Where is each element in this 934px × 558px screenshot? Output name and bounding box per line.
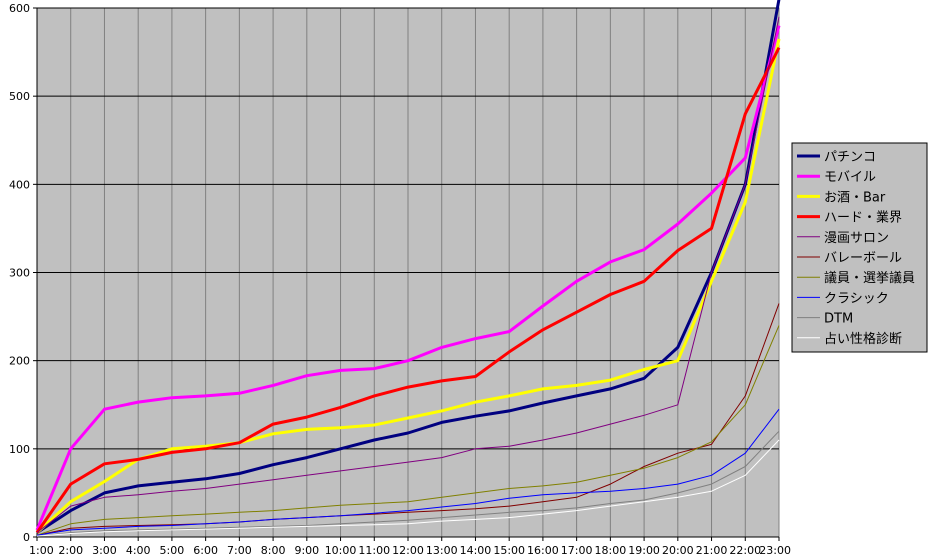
legend-label: バレーボール bbox=[824, 251, 902, 266]
x-tick-label: 2:00 bbox=[58, 544, 83, 557]
x-tick-label: 20:00 bbox=[662, 544, 694, 557]
x-tick-label: 10:00 bbox=[325, 544, 357, 557]
legend-label: クラシック bbox=[824, 291, 889, 306]
x-tick-label: 22:00 bbox=[729, 544, 761, 557]
legend-label: 漫画サロン bbox=[824, 231, 889, 246]
series-line bbox=[36, 303, 780, 536]
x-tick-label: 17:00 bbox=[561, 544, 593, 557]
legend-label: DTM bbox=[824, 312, 853, 327]
series-line bbox=[35, 25, 781, 531]
legend-label: モバイル bbox=[824, 170, 876, 185]
series-line bbox=[36, 430, 780, 537]
y-tick-label: 200 bbox=[9, 355, 30, 368]
series-line bbox=[36, 439, 780, 537]
series-lines bbox=[35, 0, 781, 537]
legend-label: パチンコ bbox=[824, 150, 876, 165]
series-line bbox=[35, 38, 781, 534]
x-tick-label: 11:00 bbox=[358, 544, 390, 557]
x-tick-label: 1:00 bbox=[29, 544, 54, 557]
series-line bbox=[36, 325, 780, 536]
x-tick-label: 5:00 bbox=[160, 544, 185, 557]
legend-label: お酒・Bar bbox=[824, 190, 886, 205]
x-tick-label: 13:00 bbox=[426, 544, 458, 557]
y-tick-label: 100 bbox=[9, 443, 30, 456]
y-tick-label: 400 bbox=[9, 178, 30, 191]
x-tick-label: 4:00 bbox=[126, 544, 151, 557]
x-tick-label: 21:00 bbox=[696, 544, 728, 557]
x-tick-label: 9:00 bbox=[294, 544, 319, 557]
y-tick-label: 0 bbox=[23, 531, 30, 544]
x-tick-label: 14:00 bbox=[460, 544, 492, 557]
x-axis-ticks: 1:00 2:00 3:00 4:00 5:00 6:00 7:00 8:00 9:00 10:0… bbox=[29, 537, 791, 557]
x-tick-label: 3:00 bbox=[92, 544, 117, 557]
x-tick-label: 16:00 bbox=[527, 544, 559, 557]
y-tick-label: 300 bbox=[9, 267, 30, 280]
x-tick-label: 7:00 bbox=[227, 544, 252, 557]
x-tick-label: 12:00 bbox=[392, 544, 424, 557]
series-line bbox=[35, 47, 781, 534]
y-tick-label: 500 bbox=[9, 90, 30, 103]
x-tick-label: 8:00 bbox=[261, 544, 286, 557]
x-tick-label: 6:00 bbox=[193, 544, 218, 557]
x-tick-label: 15:00 bbox=[493, 544, 525, 557]
legend-label: 占い性格診断 bbox=[824, 331, 902, 347]
x-tick-label: 23:00 bbox=[759, 544, 791, 557]
x-tick-label: 18:00 bbox=[595, 544, 627, 557]
y-tick-label: 600 bbox=[9, 2, 30, 15]
y-axis-ticks: 0 100 200 300 400 500 600 bbox=[9, 2, 37, 544]
series-line bbox=[36, 408, 780, 536]
x-tick-label: 19:00 bbox=[628, 544, 660, 557]
legend-label: ハード・業界 bbox=[824, 210, 902, 226]
legend-label: 議員・選挙議員 bbox=[824, 271, 915, 286]
series-line bbox=[36, 16, 780, 533]
